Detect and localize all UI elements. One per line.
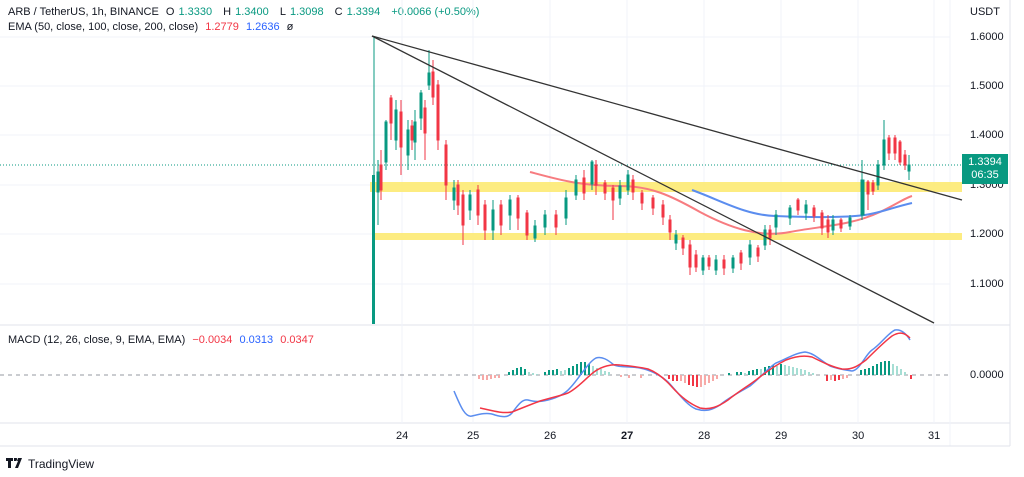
- ema50-line[interactable]: [529, 171, 913, 235]
- last-price-value: 1.3394: [968, 156, 1002, 168]
- close-value: 1.3394: [346, 6, 381, 18]
- time-tick: 31: [928, 430, 941, 442]
- open-label: O: [165, 6, 175, 18]
- brand-name: TradingView: [28, 456, 95, 471]
- time-tick: 24: [396, 430, 409, 442]
- candlesticks[interactable]: [372, 37, 911, 324]
- macd-signal-line[interactable]: [479, 332, 911, 414]
- price-tick: 1.5000: [970, 80, 1004, 92]
- currency-label[interactable]: USDT: [970, 6, 1000, 18]
- bar-countdown: 06:35: [971, 169, 999, 181]
- trendline-lower[interactable]: [371, 35, 935, 324]
- price-tick: 1.1000: [970, 278, 1004, 290]
- macd-zero-tick: 0.0000: [970, 369, 1004, 381]
- ema200-value: ø: [286, 21, 294, 33]
- time-tick: 26: [544, 430, 557, 442]
- support-zone-lower[interactable]: [374, 233, 962, 240]
- time-tick: 25: [467, 430, 480, 442]
- price-gridlines: [0, 36, 950, 285]
- low-label: L: [279, 6, 286, 18]
- macd-label: MACD (12, 26, close, 9, EMA, EMA): [8, 334, 186, 346]
- time-tick: 30: [852, 430, 865, 442]
- macd-legend[interactable]: MACD (12, 26, close, 9, EMA, EMA) −0.003…: [8, 334, 318, 346]
- macd-line-value: 0.0313: [239, 334, 274, 346]
- time-tick: 29: [775, 430, 788, 442]
- price-tick: 1.6000: [970, 31, 1004, 43]
- time-tick: 27: [621, 430, 634, 442]
- open-value: 1.3330: [178, 6, 213, 18]
- low-value: 1.3098: [289, 6, 324, 18]
- price-tick: 1.4000: [970, 129, 1004, 141]
- change-value: +0.0066 (+0.50%): [391, 6, 480, 18]
- macd-histogram[interactable]: [478, 361, 912, 387]
- ema-legend[interactable]: EMA (50, close, 100, close, 200, close) …: [8, 21, 297, 33]
- time-tick: 28: [698, 430, 711, 442]
- price-tick: 1.2000: [970, 228, 1004, 240]
- time-gridlines: [401, 0, 935, 423]
- trendline-upper[interactable]: [371, 35, 963, 201]
- tradingview-brand[interactable]: TradingView: [6, 456, 94, 471]
- tradingview-logo-icon: [6, 456, 24, 471]
- high-value: 1.3400: [235, 6, 269, 18]
- ema50-value: 1.2779: [205, 21, 239, 33]
- support-zone-upper[interactable]: [370, 182, 962, 192]
- macd-signal-value: 0.0347: [280, 334, 314, 346]
- main-legend: ARB / TetherUS, 1h, BINANCE O 1.3330 H 1.3…: [8, 6, 483, 18]
- ema-label: EMA (50, close, 100, close, 200, close): [8, 21, 199, 33]
- macd-line[interactable]: [453, 329, 911, 418]
- ema100-value: 1.2636: [245, 21, 280, 33]
- last-price-tag: 1.3394 06:35: [962, 154, 1008, 184]
- high-label: H: [223, 6, 232, 18]
- symbol-title[interactable]: ARB / TetherUS, 1h, BINANCE: [8, 6, 159, 18]
- macd-histogram-value: −0.0034: [192, 334, 233, 346]
- close-label: C: [334, 6, 343, 18]
